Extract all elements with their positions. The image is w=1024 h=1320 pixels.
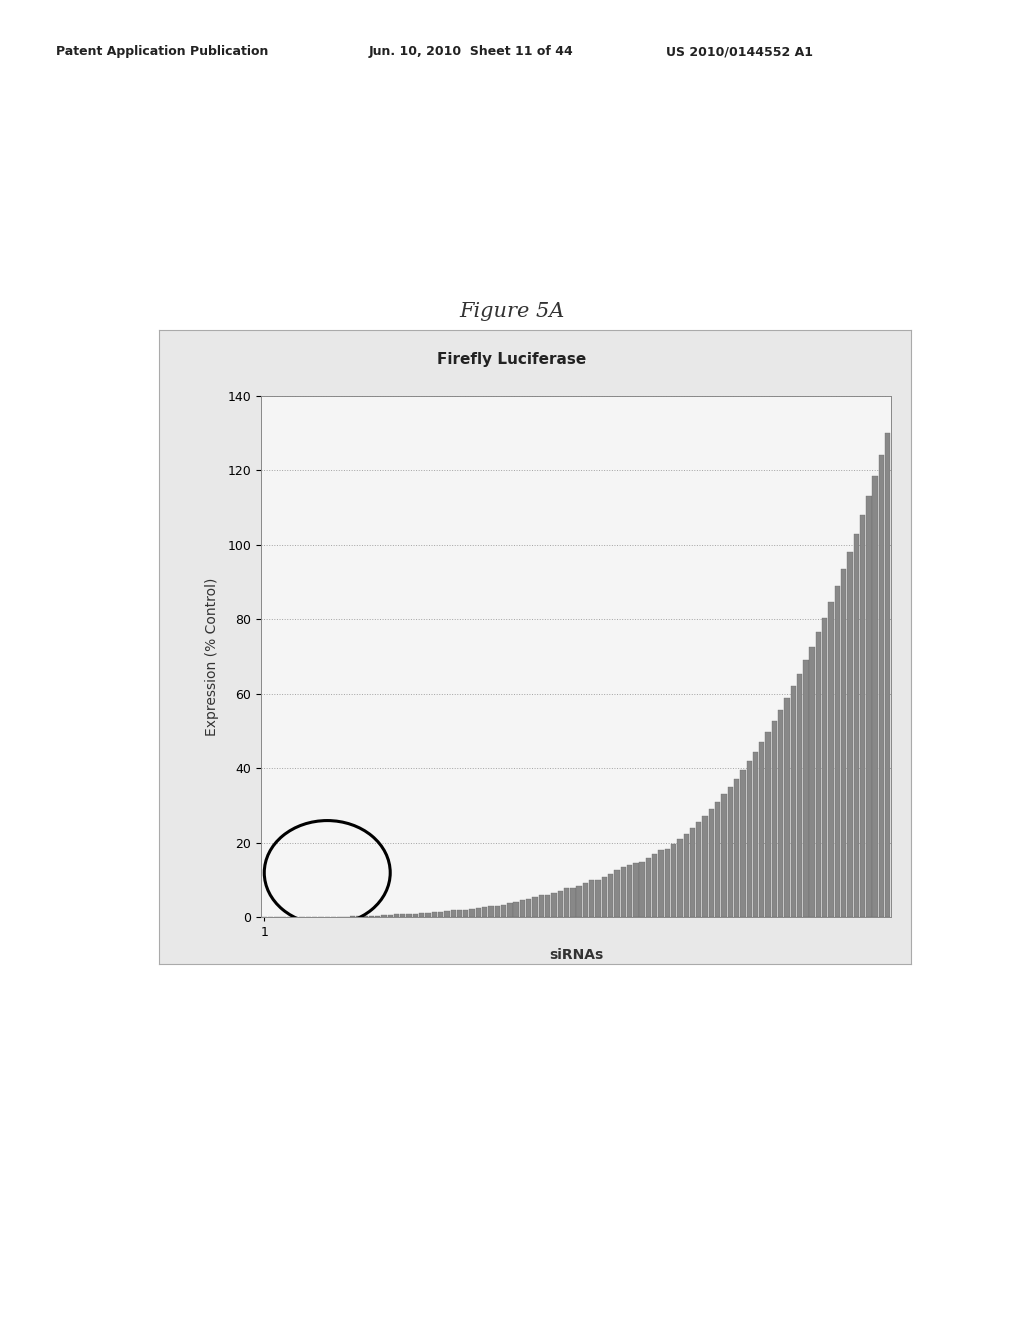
Bar — [532, 898, 538, 917]
Bar — [482, 907, 487, 917]
Bar — [772, 721, 777, 917]
Bar — [394, 915, 399, 917]
Bar — [740, 770, 745, 917]
Bar — [595, 880, 601, 917]
Bar — [652, 854, 657, 917]
Bar — [608, 874, 613, 917]
Bar — [658, 850, 664, 917]
Bar — [847, 552, 853, 917]
Bar — [369, 916, 374, 917]
Y-axis label: Expression (% Control): Expression (% Control) — [205, 578, 219, 735]
Bar — [400, 913, 406, 917]
Bar — [797, 673, 802, 917]
Bar — [709, 809, 714, 917]
Bar — [558, 891, 563, 917]
Bar — [444, 911, 450, 917]
Bar — [413, 913, 418, 917]
Bar — [488, 907, 494, 917]
Bar — [520, 900, 525, 917]
Bar — [551, 892, 557, 917]
Bar — [765, 731, 771, 917]
Bar — [419, 913, 424, 917]
Bar — [841, 569, 846, 917]
Bar — [702, 816, 708, 917]
Bar — [387, 915, 393, 917]
Bar — [375, 916, 380, 917]
Bar — [835, 586, 840, 917]
Bar — [513, 902, 519, 917]
Bar — [646, 858, 651, 917]
Bar — [746, 762, 752, 917]
Bar — [791, 686, 796, 917]
X-axis label: siRNAs: siRNAs — [549, 948, 603, 962]
Bar — [778, 710, 783, 917]
Bar — [860, 515, 865, 917]
Bar — [671, 845, 676, 917]
Bar — [872, 475, 878, 917]
Bar — [822, 618, 827, 917]
Bar — [639, 862, 645, 917]
Bar — [677, 840, 683, 917]
Bar — [583, 883, 588, 917]
Text: Figure 5A: Figure 5A — [460, 302, 564, 321]
Text: Patent Application Publication: Patent Application Publication — [56, 45, 268, 58]
Bar — [545, 895, 550, 917]
Bar — [627, 866, 632, 917]
Bar — [602, 876, 607, 917]
Bar — [614, 870, 620, 917]
Bar — [425, 913, 431, 917]
Bar — [526, 899, 531, 917]
Bar — [803, 660, 809, 917]
Bar — [564, 888, 569, 917]
Bar — [633, 863, 639, 917]
Bar — [495, 906, 500, 917]
Bar — [507, 903, 513, 917]
Bar — [810, 647, 815, 917]
Bar — [828, 602, 834, 917]
Bar — [501, 904, 506, 917]
Bar — [539, 895, 544, 917]
Bar — [570, 887, 575, 917]
Bar — [715, 801, 720, 917]
Bar — [866, 496, 871, 917]
Bar — [432, 912, 437, 917]
Bar — [621, 866, 626, 917]
Bar — [457, 909, 462, 917]
Bar — [476, 908, 481, 917]
Bar — [684, 834, 689, 917]
Bar — [885, 433, 891, 917]
Bar — [469, 909, 475, 917]
Bar — [690, 828, 695, 917]
Bar — [665, 849, 670, 917]
Text: Jun. 10, 2010  Sheet 11 of 44: Jun. 10, 2010 Sheet 11 of 44 — [369, 45, 573, 58]
Bar — [734, 779, 739, 917]
Bar — [407, 913, 412, 917]
Bar — [589, 880, 594, 917]
Bar — [721, 795, 727, 917]
Bar — [854, 535, 859, 917]
Bar — [463, 909, 468, 917]
Bar — [816, 632, 821, 917]
Bar — [451, 909, 456, 917]
Bar — [728, 787, 733, 917]
Bar — [879, 455, 884, 917]
Text: US 2010/0144552 A1: US 2010/0144552 A1 — [666, 45, 813, 58]
Bar — [577, 886, 582, 917]
Bar — [784, 698, 790, 917]
Bar — [362, 916, 368, 917]
Bar — [438, 912, 443, 917]
Bar — [696, 822, 701, 917]
Bar — [759, 742, 765, 917]
Bar — [381, 915, 387, 917]
Text: Firefly Luciferase: Firefly Luciferase — [437, 352, 587, 367]
Bar — [753, 752, 758, 917]
